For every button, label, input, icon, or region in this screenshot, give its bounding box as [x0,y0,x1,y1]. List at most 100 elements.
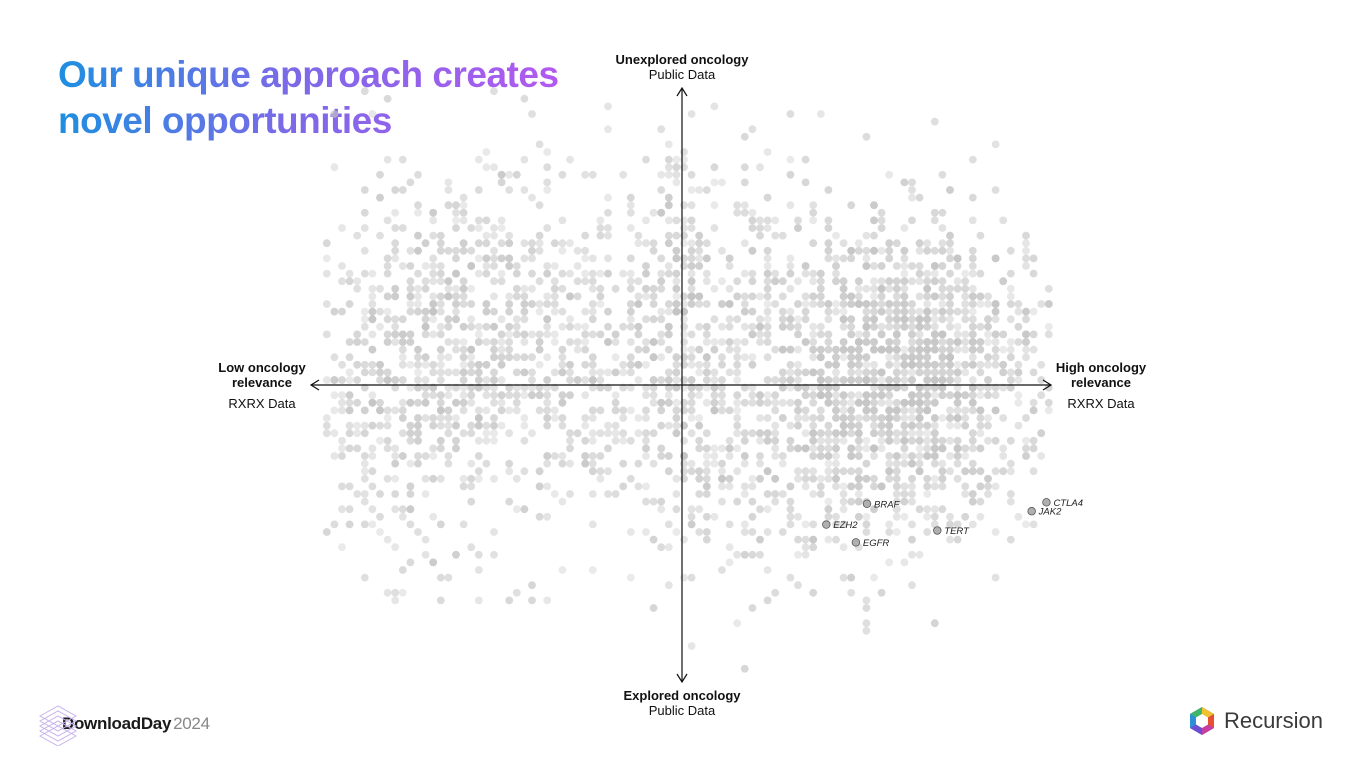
scatter-point [892,414,901,422]
scatter-point [649,208,658,217]
scatter-point [984,490,992,498]
scatter-point [733,277,742,286]
scatter-point [953,436,962,445]
scatter-point [642,406,650,415]
scatter-point [1022,231,1030,240]
left-axis-label: Low oncology relevance RXRX Data [197,360,327,411]
scatter-point [862,520,871,529]
scatter-point [391,459,400,468]
scatter-point [923,436,932,445]
scatter-point [535,330,544,339]
scatter-point [854,239,863,248]
scatter-point [444,406,453,415]
scatter-point [725,520,734,529]
scatter-point [322,269,331,278]
scatter-point [588,254,597,263]
scatter-point [550,284,559,293]
scatter-point [414,170,422,179]
scatter-point [824,345,833,354]
scatter-point [961,307,970,316]
scatter-point [915,353,924,362]
scatter-point [680,262,688,270]
scatter-point [482,254,491,263]
scatter-point [740,239,749,248]
scatter-point [847,398,856,407]
scatter-point [687,284,696,293]
scatter-point [566,429,574,438]
scatter-point [1037,360,1046,369]
scatter-point [870,201,878,210]
scatter-point [900,345,909,354]
scatter-point [725,315,734,324]
scatter-point [368,398,377,407]
scatter-point [398,315,407,324]
scatter-point [467,383,476,392]
scatter-point [938,368,947,377]
scatter-point [847,254,856,263]
scatter-point [892,383,901,392]
scatter-point [626,360,635,369]
scatter-point [687,300,696,308]
scatter-point [938,300,947,308]
scatter-point [809,383,818,392]
scatter-point [908,376,916,384]
scatter-point [482,383,491,392]
scatter-point [695,383,704,392]
scatter-point [680,459,688,468]
scatter-point [383,376,392,384]
scatter-point [520,292,529,301]
scatter-point [824,398,833,407]
scatter-point [459,239,468,248]
scatter-point [771,421,780,430]
scatter-point [839,505,848,514]
scatter-point [436,368,445,377]
scatter-point [566,391,574,400]
scatter-point [490,376,498,384]
scatter-point [604,368,612,377]
scatter-point [900,436,909,445]
scatter-point [801,368,810,377]
scatter-point [968,322,977,331]
scatter-point [687,345,696,354]
scatter-point [748,208,757,217]
scatter-point [604,208,612,217]
scatter-point [930,368,939,377]
scatter-point [680,300,688,308]
scatter-point [991,353,1000,362]
scatter-point [482,429,491,438]
scatter-point [877,322,886,331]
scatter-point [664,368,673,377]
scatter-point [695,436,704,445]
scatter-point [695,474,704,483]
scatter-point [794,300,802,308]
scatter-point [368,444,377,453]
scatter-point [1022,231,1030,240]
scatter-point [756,474,764,483]
scatter-point [756,535,764,544]
scatter-point [908,581,916,590]
scatter-point [497,239,506,248]
scatter-point [376,284,384,293]
scatter-point [885,239,894,248]
scatter-point [581,421,590,430]
scatter-point [528,300,536,308]
scatter-point [801,535,810,544]
scatter-point [543,452,552,460]
scatter-point [398,414,407,422]
scatter-point [870,482,878,491]
scatter-point [642,444,650,453]
scatter-point [877,391,886,400]
scatter-point [1014,300,1023,308]
scatter-point [664,216,673,225]
scatter-point [733,353,742,362]
scatter-point [870,307,878,316]
scatter-point [543,262,552,270]
scatter-point [680,421,688,430]
scatter-point [953,391,962,400]
scatter-point [908,193,916,202]
scatter-point [976,414,985,422]
scatter-point [672,360,681,369]
scatter-point [338,444,346,453]
scatter-point [908,398,916,407]
scatter-point [733,345,742,354]
